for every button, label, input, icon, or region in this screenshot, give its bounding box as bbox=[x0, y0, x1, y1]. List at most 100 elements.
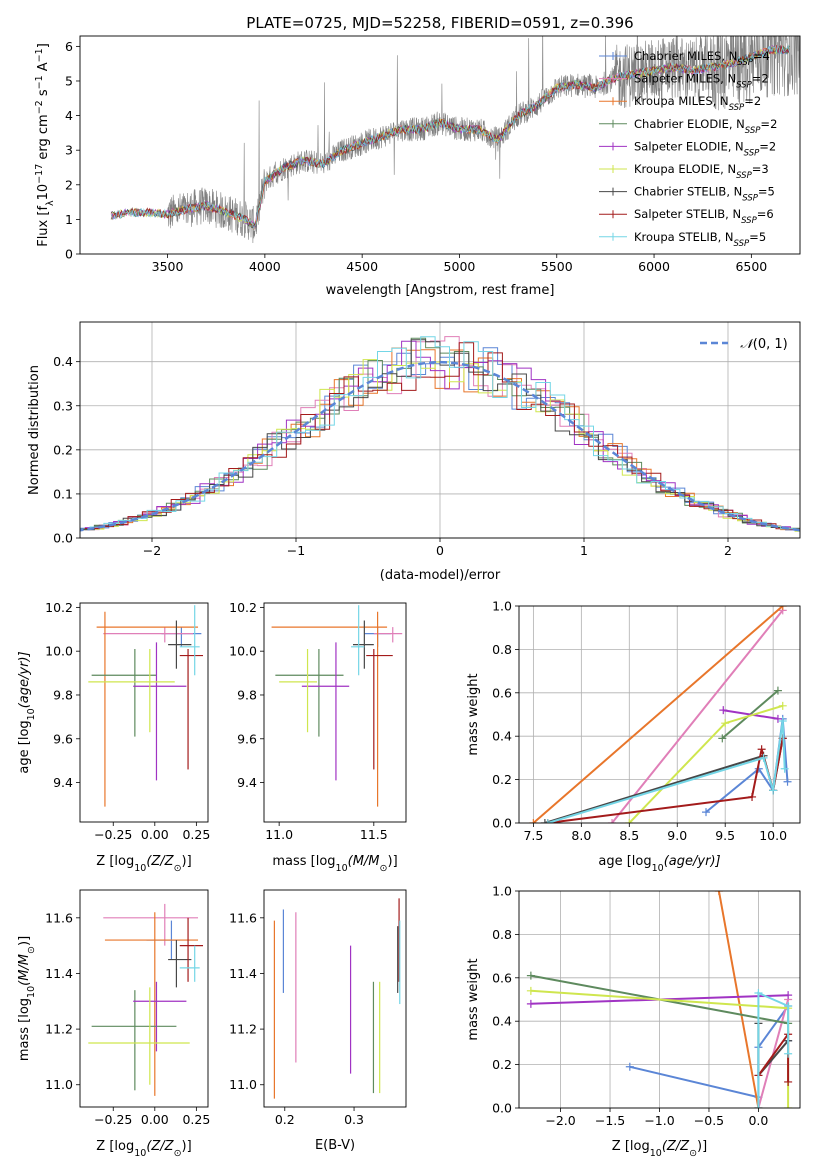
weight-point-marker bbox=[526, 999, 535, 1008]
x-tick-label: 0.3 bbox=[344, 1112, 364, 1127]
mass_weight_vs_Z-axes: −2.0 −1.5 −1.0 −0.5 0.0 0.0 0.2 0.4 0.6 0.8 1.0 bbox=[492, 884, 801, 1128]
weight-point-marker bbox=[780, 764, 789, 773]
mass_weight_vs_Z-plot-area bbox=[526, 891, 793, 1108]
spectrum-plot-area bbox=[110, 36, 800, 244]
legend-label: Salpeter STELIB, NSSP=6 bbox=[634, 207, 774, 226]
x-tick-label: 5500 bbox=[541, 259, 573, 274]
y-axis-label-part: −1 bbox=[34, 48, 45, 62]
mass_vs_EBV-axes: 0.2 0.3 11.0 11.2 11.4 11.6 bbox=[229, 889, 407, 1127]
y-tick-label: 9.6 bbox=[237, 731, 257, 746]
weight-point-marker bbox=[625, 819, 634, 823]
axes-frame bbox=[79, 889, 209, 1108]
y-axis-label-part: 10 bbox=[26, 986, 37, 998]
weight-point-marker bbox=[526, 986, 535, 995]
y-axis-label-part: )] bbox=[17, 936, 32, 946]
y-tick-label: 0.6 bbox=[492, 970, 512, 985]
legend-sep: , N bbox=[729, 117, 745, 131]
weight-point-marker bbox=[526, 971, 535, 980]
y-tick-label: 1 bbox=[65, 212, 73, 227]
x-tick-label: −2.0 bbox=[545, 1113, 575, 1128]
weight-point-marker bbox=[540, 819, 549, 823]
axes-frame bbox=[263, 889, 407, 1108]
legend-sep: , N bbox=[720, 162, 736, 176]
weight-point-marker bbox=[784, 991, 793, 1000]
x-axis-label-part: 10 bbox=[134, 863, 146, 874]
legend-nssp-value: 4 bbox=[763, 49, 770, 63]
mass_vs_EBV-plot-area bbox=[273, 898, 401, 1099]
legend-model-name: Kroupa STELIB bbox=[634, 230, 718, 244]
x-tick-label: 10.0 bbox=[759, 828, 787, 843]
age_vs_mass-axes: 11.0 11.5 9.4 9.6 9.8 10.0 10.2 bbox=[229, 600, 407, 842]
y-axis-label-part: 10 bbox=[36, 184, 51, 201]
y-tick-label: 11.2 bbox=[229, 1022, 257, 1037]
x-axis-label-part: )] bbox=[182, 1139, 192, 1154]
weight-point-marker bbox=[754, 1104, 763, 1108]
y-tick-label: 10.0 bbox=[229, 644, 257, 659]
legend-model-name: Kroupa ELODIE bbox=[634, 162, 720, 176]
x-axis-label: wavelength [Angstrom, rest frame] bbox=[326, 283, 555, 298]
x-axis-label: mass [log10(M/M⊙)] bbox=[272, 854, 397, 874]
y-tick-label: 6 bbox=[65, 39, 73, 54]
x-tick-label: −1 bbox=[287, 543, 305, 558]
y-tick-label: 9.4 bbox=[53, 775, 73, 790]
y-tick-label: 0.2 bbox=[492, 1057, 512, 1072]
age_vs_Z-axes: −0.25 0.00 0.25 9.4 9.6 9.8 10.0 10.2 bbox=[45, 600, 210, 842]
y-tick-label: 0.4 bbox=[492, 729, 512, 744]
legend-model-name: Chabrier MILES bbox=[634, 49, 721, 63]
y-axis-label-part: ⊙ bbox=[26, 946, 37, 954]
y-tick-label: 11.6 bbox=[229, 910, 257, 925]
legend-nssp-value: 3 bbox=[761, 162, 768, 176]
x-tick-label: 9.0 bbox=[667, 828, 687, 843]
weight-series-line bbox=[757, 991, 790, 1108]
legend-nssp-value: 2 bbox=[770, 117, 777, 131]
y-axis-label: mass weight bbox=[466, 958, 481, 1040]
y-tick-label: 9.8 bbox=[237, 687, 257, 702]
x-tick-label: −1.0 bbox=[644, 1113, 674, 1128]
legend-nssp-value: 6 bbox=[766, 207, 773, 221]
legend-ssp-sub: SSP bbox=[734, 239, 750, 249]
y-tick-label: 0.4 bbox=[492, 1014, 512, 1029]
y-tick-label: 3 bbox=[65, 143, 73, 158]
mass_weight_vs_age-axes: 7.5 8.0 8.5 9.0 9.5 10.0 0.0 0.2 0.4 0.6 0.8 1.0 bbox=[492, 599, 801, 843]
weight-point-marker bbox=[784, 1002, 793, 1011]
y-tick-label: 0.2 bbox=[53, 442, 73, 457]
weight-point-marker bbox=[721, 719, 730, 728]
weight-point-marker bbox=[608, 819, 617, 823]
y-axis-label-part: 10 bbox=[26, 708, 37, 720]
x-axis-label-part: Z [log bbox=[612, 1139, 650, 1154]
y-tick-label: 11.0 bbox=[45, 1077, 73, 1092]
x-axis-label-part: 10 bbox=[134, 1148, 146, 1159]
x-tick-label: 8.5 bbox=[619, 828, 639, 843]
legend-label: Kroupa STELIB, NSSP=5 bbox=[634, 230, 766, 249]
legend-label: Salpeter ELODIE, NSSP=2 bbox=[634, 139, 776, 158]
x-tick-label: 4500 bbox=[346, 259, 378, 274]
residual_histogram-plot-area bbox=[80, 336, 800, 532]
model-spectrum-line bbox=[110, 44, 790, 230]
y-tick-label: 10.0 bbox=[45, 644, 73, 659]
weight-point-marker bbox=[773, 714, 782, 723]
x-tick-label: 0.00 bbox=[141, 827, 169, 842]
x-tick-label: 5000 bbox=[444, 259, 476, 274]
y-tick-label: 9.4 bbox=[237, 775, 257, 790]
x-axis-label-part: (M/M bbox=[348, 854, 380, 869]
weight-point-marker bbox=[714, 891, 723, 895]
y-axis-label-part: λ bbox=[45, 200, 56, 206]
x-tick-label: 3500 bbox=[152, 259, 184, 274]
x-axis-label: Z [log10(Z/Z⊙)] bbox=[96, 854, 191, 874]
legend-sep: , N bbox=[718, 230, 734, 244]
y-axis-label-part: (age/yr)] bbox=[17, 651, 32, 708]
legend-label-part: (0, 1) bbox=[753, 337, 788, 352]
x-tick-label: 0.25 bbox=[182, 1112, 210, 1127]
y-tick-label: 10.2 bbox=[45, 600, 73, 615]
y-tick-label: 9.8 bbox=[53, 687, 73, 702]
age_vs_Z-plot-area bbox=[88, 605, 204, 807]
y-tick-label: 11.6 bbox=[45, 910, 73, 925]
chart-title: PLATE=0725, MJD=52258, FIBERID=0591, z=0… bbox=[246, 14, 633, 32]
y-axis-label: Normed distribution bbox=[27, 365, 42, 495]
legend-nssp-value: 2 bbox=[769, 139, 776, 153]
x-tick-label: 6000 bbox=[638, 259, 670, 274]
legend-eq: = bbox=[744, 94, 754, 108]
x-tick-label: 6500 bbox=[735, 259, 767, 274]
weight-point-marker bbox=[702, 808, 711, 817]
